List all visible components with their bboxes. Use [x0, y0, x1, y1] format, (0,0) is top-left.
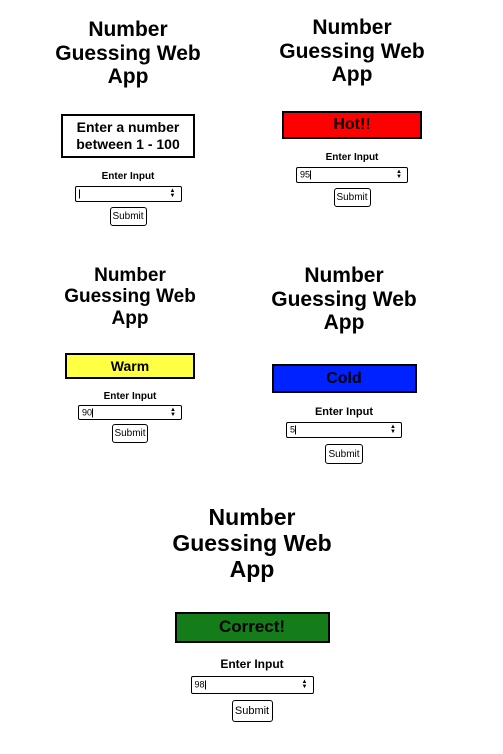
status-message: Warm [65, 353, 195, 380]
number-input[interactable]: ▲ ▼ [74, 186, 182, 203]
text-caret [295, 425, 297, 435]
panel-hot: Number Guessing Web App Hot!! Enter Inpu… [272, 16, 432, 208]
status-message: Enter a number between 1 - 100 [61, 114, 195, 159]
submit-button[interactable]: Submit [325, 444, 363, 465]
number-input[interactable]: 98 ▲ ▼ [190, 675, 314, 694]
input-value: 5 [290, 424, 296, 435]
status-message: Correct! [174, 611, 330, 643]
page-title: Number Guessing Web App [55, 18, 201, 89]
input-value: 95 [300, 169, 311, 180]
submit-button[interactable]: Submit [231, 699, 273, 722]
number-input[interactable]: 5 ▲ ▼ [286, 422, 402, 439]
input-label: Enter Input [103, 391, 157, 403]
spinner-icon[interactable]: ▲ ▼ [301, 678, 308, 690]
input-label: Enter Input [220, 656, 284, 671]
number-input[interactable]: 90 ▲ ▼ [78, 405, 182, 421]
page-title: Number Guessing Web App [279, 16, 425, 87]
text-caret [92, 408, 94, 418]
submit-button[interactable]: Submit [109, 207, 147, 227]
spinner-icon[interactable]: ▲ ▼ [170, 406, 176, 418]
text-caret [204, 680, 206, 690]
panel-correct: Number Guessing Web App Correct! Enter I… [162, 504, 342, 722]
page-title: Number Guessing Web App [271, 264, 417, 335]
input-label: Enter Input [314, 406, 374, 419]
panel-cold: Number Guessing Web App Cold Enter Input… [262, 264, 426, 465]
status-message: Hot!! [282, 111, 422, 140]
status-message: Cold [271, 364, 417, 394]
submit-button[interactable]: Submit [333, 188, 371, 208]
input-value: 90 [82, 407, 93, 418]
text-caret [78, 189, 80, 199]
panel-initial: Number Guessing Web App Enter a number b… [50, 18, 206, 227]
page-title: Number Guessing Web App [64, 265, 196, 329]
spinner-icon[interactable]: ▲ ▼ [169, 188, 176, 200]
submit-button[interactable]: Submit [112, 424, 148, 444]
text-caret [310, 170, 312, 180]
input-label: Enter Input [101, 171, 155, 183]
number-input[interactable]: 95 ▲ ▼ [296, 167, 408, 184]
input-label: Enter Input [325, 152, 379, 164]
page-title: Number Guessing Web App [172, 504, 332, 582]
panel-warm: Number Guessing Web App Warm Enter Input… [55, 265, 205, 444]
input-value: 98 [194, 679, 205, 690]
spinner-icon[interactable]: ▲ ▼ [396, 169, 402, 181]
spinner-icon[interactable]: ▲ ▼ [390, 424, 396, 436]
